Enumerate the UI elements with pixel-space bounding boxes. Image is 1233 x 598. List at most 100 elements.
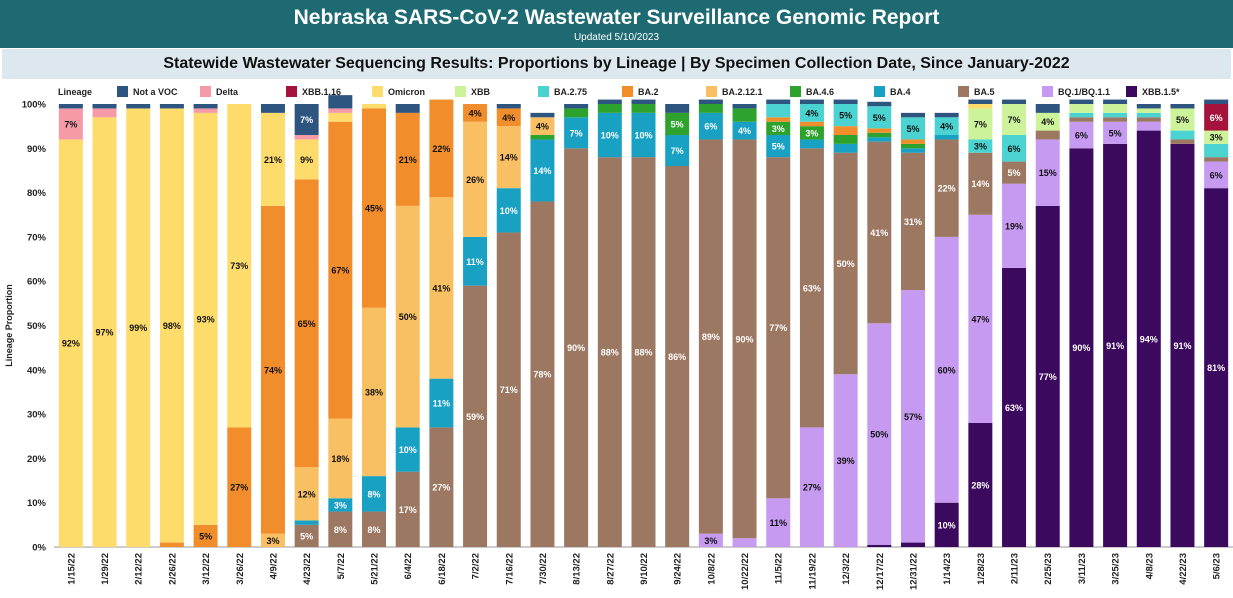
legend-swatch (874, 86, 885, 97)
bar-segment (1170, 143, 1195, 547)
data-label: 5% (1176, 115, 1189, 125)
data-label: 78% (533, 370, 551, 380)
data-label: 3% (1210, 133, 1223, 143)
bar-segment (766, 498, 791, 547)
data-label: 5% (772, 142, 785, 152)
x-tick-label: 6/4/22 (403, 553, 414, 579)
legend-swatch (706, 86, 717, 97)
data-label: 88% (601, 348, 619, 358)
x-tick-label: 8/27/22 (605, 553, 616, 585)
bar-segment (1002, 135, 1027, 162)
bar-segment (1136, 121, 1161, 131)
bar-segment (799, 139, 824, 149)
bar-segment (597, 104, 622, 113)
bar-segment (1002, 99, 1027, 104)
data-label: 10% (634, 131, 652, 141)
bar-segment (900, 112, 925, 118)
data-label: 81% (1207, 363, 1225, 373)
bar-segment (260, 205, 285, 534)
bar-segment (362, 307, 387, 477)
bar-segment (1136, 117, 1161, 122)
bar-segment (900, 542, 925, 547)
data-label: 5% (906, 124, 919, 134)
bar-segment (328, 511, 353, 547)
bar-segment (732, 108, 757, 122)
bar-segment (58, 108, 83, 140)
data-label: 15% (1039, 168, 1057, 178)
y-tick-label: 90% (27, 144, 47, 155)
bar-segment (227, 104, 252, 428)
data-label: 28% (971, 480, 989, 490)
report-title: Nebraska SARS-CoV-2 Wastewater Surveilla… (293, 6, 940, 29)
bar-segment (1170, 139, 1195, 144)
data-label: 5% (1109, 128, 1122, 138)
bar-segment (159, 108, 184, 543)
bar-segment (126, 104, 151, 109)
bar-segment (867, 323, 892, 545)
bar-segment (92, 104, 117, 109)
y-tick-label: 10% (27, 498, 47, 509)
bar-segment (900, 148, 925, 153)
data-label: 5% (839, 111, 852, 121)
bar-segment (934, 112, 959, 118)
bar-segment (1069, 112, 1094, 118)
chart-subtitle: Statewide Wastewater Sequencing Results:… (2, 49, 1231, 79)
x-tick-label: 2/25/23 (1043, 553, 1054, 585)
bar-segment (698, 99, 723, 104)
bar-segment (429, 99, 454, 198)
data-label: 7% (974, 119, 987, 129)
x-tick-label: 8/13/22 (572, 553, 583, 585)
bar-segment (1035, 139, 1060, 206)
bar-segment (665, 112, 690, 136)
bar-segment (395, 427, 420, 472)
data-label: 5% (671, 119, 684, 129)
bar-segment (766, 121, 791, 136)
data-label: 86% (668, 352, 686, 362)
legend-swatch (372, 86, 383, 97)
data-label: 57% (904, 412, 922, 422)
bar-segment (463, 236, 488, 286)
x-tick-label: 1/29/22 (100, 553, 111, 585)
data-label: 7% (64, 119, 77, 129)
bar-segment (1204, 99, 1229, 104)
data-label: 39% (837, 456, 855, 466)
bar-segment (227, 427, 252, 547)
legend-label: Delta (216, 87, 239, 97)
data-label: 77% (1039, 372, 1057, 382)
data-label: 50% (870, 430, 888, 440)
bar-segment (260, 533, 285, 547)
bar-segment (732, 121, 757, 140)
data-label: 19% (1005, 221, 1023, 231)
x-tick-label: 7/16/22 (504, 553, 515, 585)
bar-segment (698, 104, 723, 113)
bar-segment (867, 141, 892, 324)
x-tick-label: 3/25/23 (1111, 553, 1122, 585)
bar-segment (193, 524, 218, 547)
data-label: 91% (1106, 341, 1124, 351)
y-tick-label: 50% (27, 321, 47, 332)
data-label: 65% (298, 319, 316, 329)
bar-segment (362, 104, 387, 109)
data-label: 97% (96, 328, 114, 338)
x-tick-label: 5/6/23 (1212, 553, 1223, 579)
data-label: 50% (837, 259, 855, 269)
bar-segment (1170, 130, 1195, 140)
bar-segment (564, 108, 589, 118)
bar-segment (1204, 161, 1229, 189)
data-label: 10% (601, 131, 619, 141)
legend-swatch (958, 86, 969, 97)
data-label: 4% (805, 108, 818, 118)
bar-segment (1103, 117, 1128, 122)
legend-label: BA.2.75 (554, 87, 587, 97)
bar-segment (294, 139, 319, 180)
bar-segment (732, 538, 757, 547)
bar-segment (665, 135, 690, 167)
legend-label: BA.4 (890, 87, 911, 97)
bar-segment (1103, 121, 1128, 144)
bar-segment (328, 95, 353, 109)
y-tick-label: 0% (32, 543, 46, 554)
bar-segment (1103, 112, 1128, 118)
bar-segment (799, 99, 824, 104)
bar-segment (766, 104, 791, 118)
bar-segment (126, 108, 151, 548)
